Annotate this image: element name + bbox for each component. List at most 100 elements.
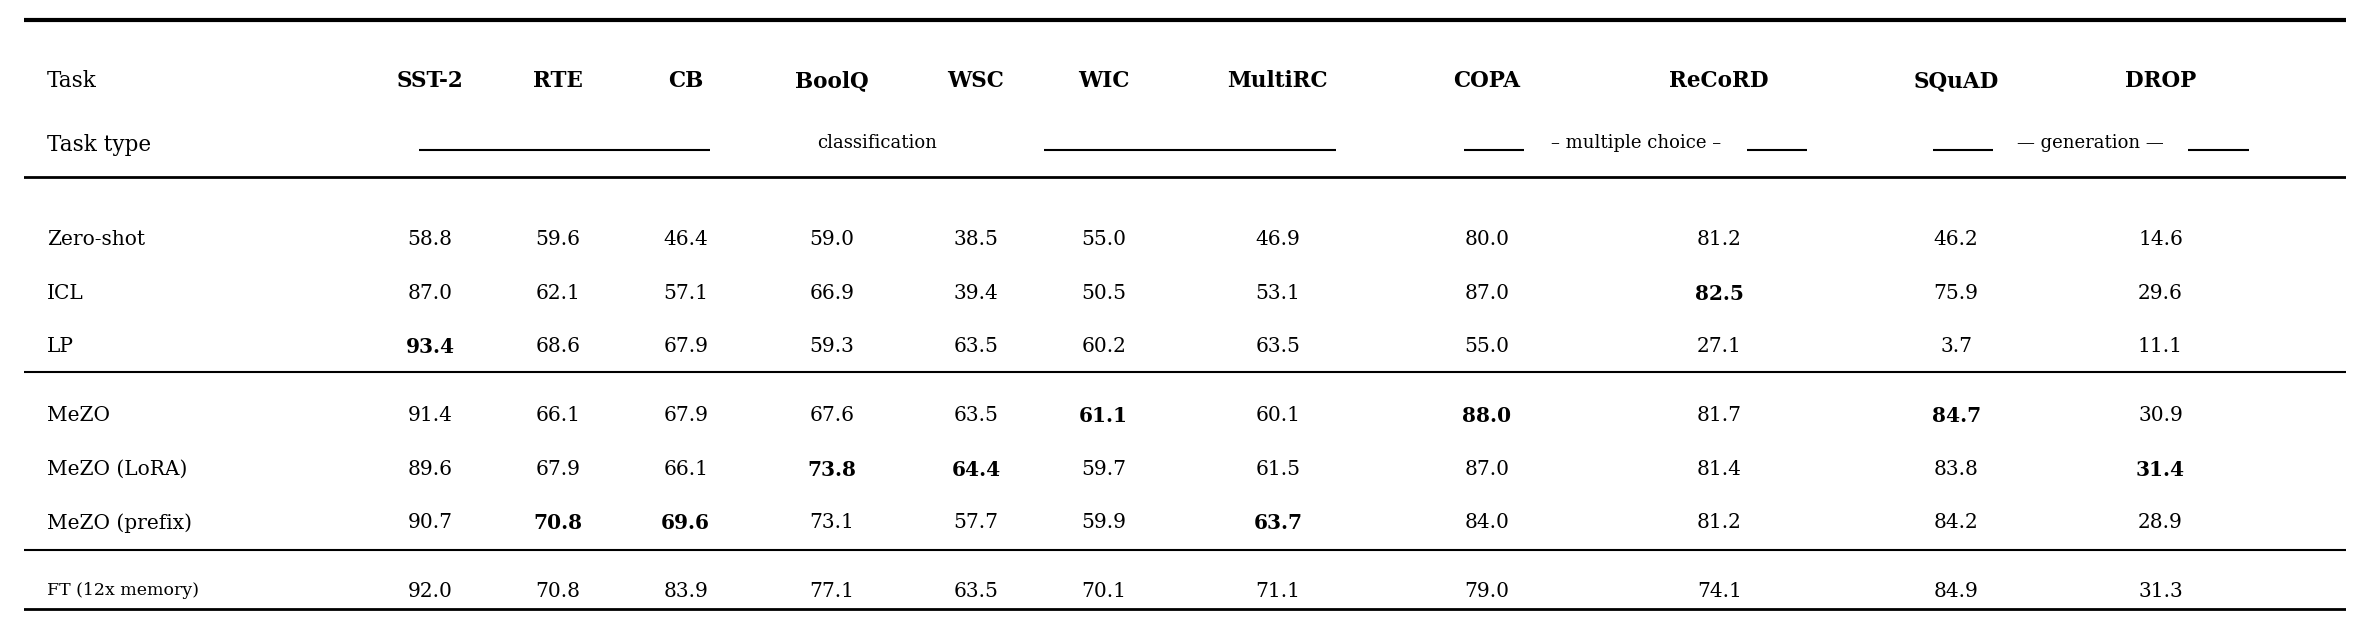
Text: 75.9: 75.9 — [1934, 284, 1979, 302]
Text: MeZO (LoRA): MeZO (LoRA) — [47, 460, 187, 479]
Text: Zero-shot: Zero-shot — [47, 230, 145, 249]
Text: 70.1: 70.1 — [1081, 582, 1126, 602]
Text: 81.2: 81.2 — [1697, 513, 1742, 532]
Text: 59.7: 59.7 — [1081, 460, 1126, 479]
Text: SQuAD: SQuAD — [1913, 71, 1998, 92]
Text: 46.2: 46.2 — [1934, 230, 1979, 249]
Text: 58.8: 58.8 — [408, 230, 453, 249]
Text: 83.8: 83.8 — [1934, 460, 1979, 479]
Text: 62.1: 62.1 — [536, 284, 581, 302]
Text: 61.5: 61.5 — [1256, 460, 1301, 479]
Text: 59.6: 59.6 — [536, 230, 581, 249]
Text: 55.0: 55.0 — [1081, 230, 1126, 249]
Text: BoolQ: BoolQ — [796, 71, 870, 92]
Text: 57.1: 57.1 — [664, 284, 709, 302]
Text: 66.1: 66.1 — [664, 460, 709, 479]
Text: 30.9: 30.9 — [2138, 406, 2183, 425]
Text: 67.6: 67.6 — [811, 406, 856, 425]
Text: Task: Task — [47, 71, 97, 92]
Text: 82.5: 82.5 — [1695, 284, 1744, 304]
Text: 81.2: 81.2 — [1697, 230, 1742, 249]
Text: 31.3: 31.3 — [2138, 582, 2183, 602]
Text: ReCoRD: ReCoRD — [1668, 71, 1768, 92]
Text: 67.9: 67.9 — [664, 406, 709, 425]
Text: 87.0: 87.0 — [408, 284, 453, 302]
Text: 89.6: 89.6 — [408, 460, 453, 479]
Text: classification: classification — [818, 134, 936, 152]
Text: 31.4: 31.4 — [2135, 460, 2185, 480]
Text: MeZO: MeZO — [47, 406, 109, 425]
Text: 57.7: 57.7 — [953, 513, 998, 532]
Text: 84.9: 84.9 — [1934, 582, 1979, 602]
Text: LP: LP — [47, 337, 73, 356]
Text: 77.1: 77.1 — [811, 582, 856, 602]
Text: 29.6: 29.6 — [2138, 284, 2183, 302]
Text: 70.8: 70.8 — [533, 513, 583, 533]
Text: 55.0: 55.0 — [1465, 337, 1510, 356]
Text: DROP: DROP — [2126, 71, 2197, 92]
Text: 63.7: 63.7 — [1254, 513, 1304, 533]
Text: 46.4: 46.4 — [664, 230, 709, 249]
Text: WIC: WIC — [1078, 71, 1130, 92]
Text: SST-2: SST-2 — [396, 71, 465, 92]
Text: 84.7: 84.7 — [1932, 406, 1981, 426]
Text: 66.1: 66.1 — [536, 406, 581, 425]
Text: 11.1: 11.1 — [2138, 337, 2183, 356]
Text: 93.4: 93.4 — [405, 337, 455, 357]
Text: 84.0: 84.0 — [1465, 513, 1510, 532]
Text: 59.9: 59.9 — [1081, 513, 1126, 532]
Text: 91.4: 91.4 — [408, 406, 453, 425]
Text: FT (12x memory): FT (12x memory) — [47, 582, 199, 599]
Text: 73.1: 73.1 — [811, 513, 856, 532]
Text: 66.9: 66.9 — [811, 284, 856, 302]
Text: WSC: WSC — [948, 71, 1005, 92]
Text: 60.1: 60.1 — [1256, 406, 1301, 425]
Text: 64.4: 64.4 — [950, 460, 1000, 480]
Text: 73.8: 73.8 — [808, 460, 856, 480]
Text: 63.5: 63.5 — [1256, 337, 1301, 356]
Text: 69.6: 69.6 — [661, 513, 711, 533]
Text: CB: CB — [668, 71, 704, 92]
Text: 81.7: 81.7 — [1697, 406, 1742, 425]
Text: 63.5: 63.5 — [953, 337, 998, 356]
Text: 59.3: 59.3 — [811, 337, 856, 356]
Text: 84.2: 84.2 — [1934, 513, 1979, 532]
Text: COPA: COPA — [1453, 71, 1522, 92]
Text: 81.4: 81.4 — [1697, 460, 1742, 479]
Text: 90.7: 90.7 — [408, 513, 453, 532]
Text: 50.5: 50.5 — [1081, 284, 1126, 302]
Text: 27.1: 27.1 — [1697, 337, 1742, 356]
Text: 61.1: 61.1 — [1078, 406, 1128, 426]
Text: 59.0: 59.0 — [811, 230, 856, 249]
Text: ICL: ICL — [47, 284, 83, 302]
Text: 92.0: 92.0 — [408, 582, 453, 602]
Text: — generation —: — generation — — [2017, 134, 2164, 152]
Text: RTE: RTE — [533, 71, 583, 92]
Text: 63.5: 63.5 — [953, 582, 998, 602]
Text: 68.6: 68.6 — [536, 337, 581, 356]
Text: 39.4: 39.4 — [953, 284, 998, 302]
Text: 79.0: 79.0 — [1465, 582, 1510, 602]
Text: MeZO (prefix): MeZO (prefix) — [47, 513, 192, 533]
Text: 14.6: 14.6 — [2138, 230, 2183, 249]
Text: 46.9: 46.9 — [1256, 230, 1301, 249]
Text: – multiple choice –: – multiple choice – — [1550, 134, 1721, 152]
Text: 70.8: 70.8 — [536, 582, 581, 602]
Text: 80.0: 80.0 — [1465, 230, 1510, 249]
Text: 60.2: 60.2 — [1081, 337, 1126, 356]
Text: 67.9: 67.9 — [664, 337, 709, 356]
Text: 3.7: 3.7 — [1941, 337, 1972, 356]
Text: 83.9: 83.9 — [664, 582, 709, 602]
Text: 67.9: 67.9 — [536, 460, 581, 479]
Text: MultiRC: MultiRC — [1228, 71, 1327, 92]
Text: 87.0: 87.0 — [1465, 284, 1510, 302]
Text: 88.0: 88.0 — [1462, 406, 1512, 426]
Text: 74.1: 74.1 — [1697, 582, 1742, 602]
Text: 28.9: 28.9 — [2138, 513, 2183, 532]
Text: Task type: Task type — [47, 134, 152, 157]
Text: 87.0: 87.0 — [1465, 460, 1510, 479]
Text: 38.5: 38.5 — [953, 230, 998, 249]
Text: 53.1: 53.1 — [1256, 284, 1301, 302]
Text: 63.5: 63.5 — [953, 406, 998, 425]
Text: 71.1: 71.1 — [1256, 582, 1301, 602]
